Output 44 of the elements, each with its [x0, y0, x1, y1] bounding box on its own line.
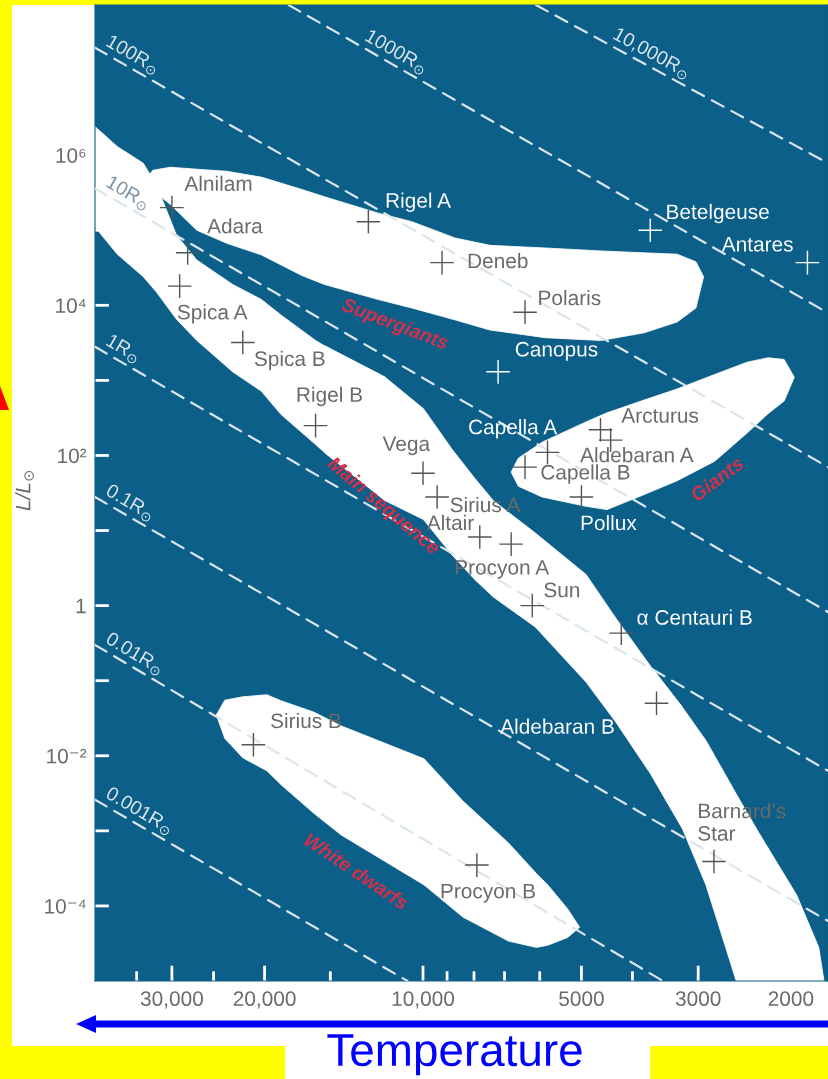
x-tick-label: 3000 [675, 991, 721, 1007]
text: 0.001R$_{⊙}$ [103, 785, 175, 837]
annotation: Sun [544, 582, 580, 598]
annotation: Alnilam [184, 175, 252, 192]
text: 100R$_{⊙}$ [104, 33, 161, 77]
y-tick-label: 1 [76, 598, 86, 614]
x-axis-title: Temperature [327, 1034, 582, 1076]
x-tick-label: 10,000 [392, 991, 455, 1009]
y-tick-label: 10⁶ [56, 148, 86, 163]
annotation: Adara [207, 218, 263, 234]
y-tick-label: 10⁻² [47, 748, 87, 764]
x-tick-label: 5000 [559, 991, 604, 1007]
text: 1000R$_{⊙}$ [362, 28, 429, 77]
annotation: Rigel B [297, 386, 362, 407]
annotation: Sirius A [450, 496, 521, 513]
annotation: Capella A [469, 419, 558, 439]
annotation: Betelgeuse [667, 203, 769, 224]
x-tick-label: 30,000 [140, 991, 203, 1009]
y-tick-label: 10⁴ [56, 298, 86, 314]
annotation: Aldebaran B [500, 718, 614, 734]
y-axis-title: L/L$_{⊙}$ [15, 470, 34, 511]
annotation: Pollux [581, 515, 637, 531]
annotation: Spica B [254, 350, 325, 371]
annotation: Capella B [541, 464, 630, 484]
text: 0.1R$_{⊙}$ [103, 482, 156, 524]
text: 10,000R$_{⊙}$ [611, 26, 692, 81]
annotation: Aldebaran A [580, 447, 694, 463]
y-tick-label: 10⁻⁴ [45, 898, 86, 914]
annotation: Spica A [177, 304, 248, 324]
annotation: Procyon B [441, 883, 535, 903]
annotation: α Centauri B [637, 609, 752, 625]
x-tick-label: 2000 [768, 991, 814, 1007]
annotation: Arcturus [621, 408, 699, 423]
text: 10R$_{⊙}$ [104, 174, 152, 212]
x-tick-label: 20,000 [233, 991, 296, 1009]
annotation: Rigel A [386, 192, 452, 212]
text: 1R$_{⊙}$ [104, 333, 142, 365]
annotation: Polaris [539, 289, 601, 306]
annotation: Canopus [515, 341, 598, 361]
text: 0.01R$_{⊙}$ [103, 631, 166, 677]
annotation: Deneb [468, 252, 528, 269]
annotation: Antares [721, 237, 793, 252]
y-tick-label: 10² [58, 448, 87, 464]
annotation: Vega [382, 436, 431, 456]
